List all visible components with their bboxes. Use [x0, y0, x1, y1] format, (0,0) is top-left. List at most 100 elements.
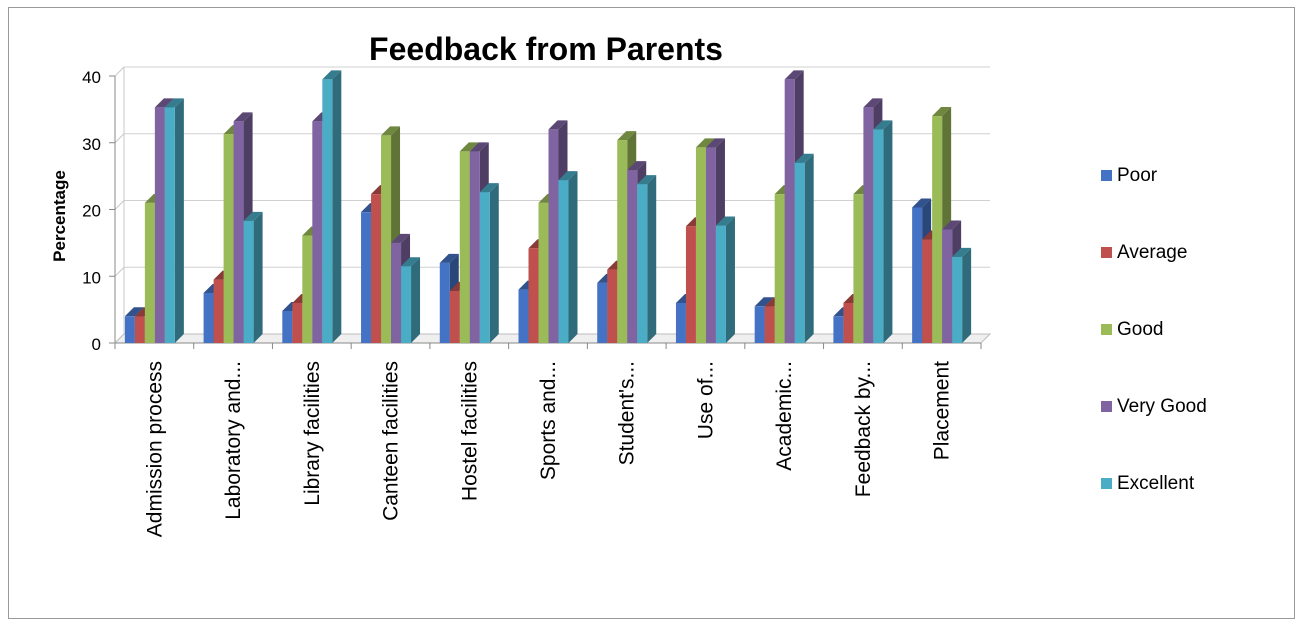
y-tick-label: 10 [82, 268, 101, 287]
y-tick-label: 0 [92, 335, 101, 354]
bar-excellent [479, 183, 499, 343]
legend-label: Poor [1117, 165, 1158, 186]
bar-excellent [952, 247, 972, 343]
bar-front [479, 192, 490, 343]
bar-excellent [243, 211, 263, 343]
bar-front [695, 147, 706, 343]
bar-front [213, 279, 224, 343]
legend-label: Good [1117, 319, 1163, 340]
x-tick-label: Library facilities [301, 361, 324, 506]
bar-top [558, 171, 578, 181]
bar-top [459, 142, 479, 152]
bar-front [627, 170, 638, 343]
bar-front [292, 302, 303, 343]
gridline-depth [114, 66, 125, 77]
bar-front [754, 306, 765, 343]
bar-front [124, 316, 135, 343]
bar-top [124, 307, 144, 317]
bar-top [548, 120, 568, 130]
bar-top [695, 138, 715, 148]
bar-front [833, 316, 844, 343]
bar-top [243, 211, 263, 221]
bar-front [617, 140, 628, 343]
bar-side [489, 183, 499, 343]
bar-front [518, 289, 529, 343]
bar-chart: Feedback from Parents Percentage 0 10 20 30… [50, 31, 1207, 537]
legend-swatch [1101, 324, 1112, 335]
legend-label: Excellent [1117, 473, 1195, 494]
bar-side [174, 98, 184, 343]
bar-front [794, 162, 805, 343]
y-tick-label: 40 [82, 68, 101, 87]
bar-front [371, 194, 382, 343]
bar-front [154, 107, 165, 343]
bar-front [675, 302, 686, 343]
bar-top [479, 183, 499, 193]
bar-front [784, 79, 795, 344]
bar-side [883, 120, 893, 344]
gridline-depth [114, 266, 125, 277]
x-tick-label: Feedback by... [852, 361, 875, 497]
bar-side [332, 70, 342, 344]
bar-front [637, 184, 648, 343]
bar-top [469, 142, 489, 152]
legend: Poor Average Good Very Good Excellent [1101, 165, 1207, 494]
bar-side [725, 216, 735, 343]
chart-title: Feedback from Parents [369, 31, 723, 67]
bars [124, 70, 972, 344]
bar-front [922, 239, 933, 343]
y-axis-label: Percentage [50, 170, 69, 262]
bar-front [873, 129, 884, 343]
bar-top [952, 247, 972, 257]
x-tick-labels: Admission process Laboratory and... Librar… [143, 361, 953, 537]
bar-top [942, 220, 962, 230]
bar-excellent [164, 98, 184, 343]
legend-item: Good [1101, 319, 1163, 340]
legend-swatch [1101, 401, 1112, 412]
bar-top [705, 138, 725, 148]
bar-top [154, 98, 174, 108]
bar-side [962, 247, 972, 343]
bar-side [411, 257, 421, 343]
bar-front [764, 306, 775, 343]
gridline-depth [114, 200, 125, 210]
legend-swatch [1101, 478, 1112, 489]
bar-side [647, 175, 657, 343]
bar-front [233, 121, 244, 343]
bar-excellent [401, 257, 421, 343]
bar-top [637, 175, 657, 185]
bar-front [558, 180, 569, 343]
bar-top [784, 70, 804, 80]
bar-front [439, 262, 450, 343]
bar-excellent [322, 70, 342, 344]
bar-front [164, 107, 175, 343]
bar-excellent [558, 171, 578, 343]
legend-item: Very Good [1101, 396, 1207, 417]
bar-front [134, 316, 145, 343]
bar-front [715, 225, 726, 343]
legend-item: Average [1101, 242, 1187, 263]
bar-front [528, 248, 539, 343]
bar-side [568, 171, 578, 343]
bar-top [439, 253, 459, 263]
bar-top [932, 107, 952, 117]
bar-top [391, 233, 411, 243]
bar-excellent [637, 175, 657, 343]
x-tick-label: Canteen facilities [380, 361, 403, 521]
bar-front [243, 220, 254, 343]
x-tick-label: Student's... [616, 361, 639, 465]
bar-front [942, 229, 953, 343]
bar-front [312, 121, 323, 343]
x-tick-label: Sports and... [537, 361, 560, 480]
legend-swatch [1101, 247, 1112, 258]
bar-top [912, 198, 932, 208]
y-tick-label: 20 [82, 202, 101, 221]
bar-front [853, 194, 864, 343]
y-tick-label: 30 [82, 135, 101, 154]
bar-top [794, 153, 814, 163]
x-tick-label: Placement [931, 361, 954, 460]
bar-top [233, 112, 253, 122]
y-tick-labels: 0 10 20 30 40 [82, 68, 101, 354]
legend-swatch [1101, 170, 1112, 181]
bar-front [774, 194, 785, 343]
